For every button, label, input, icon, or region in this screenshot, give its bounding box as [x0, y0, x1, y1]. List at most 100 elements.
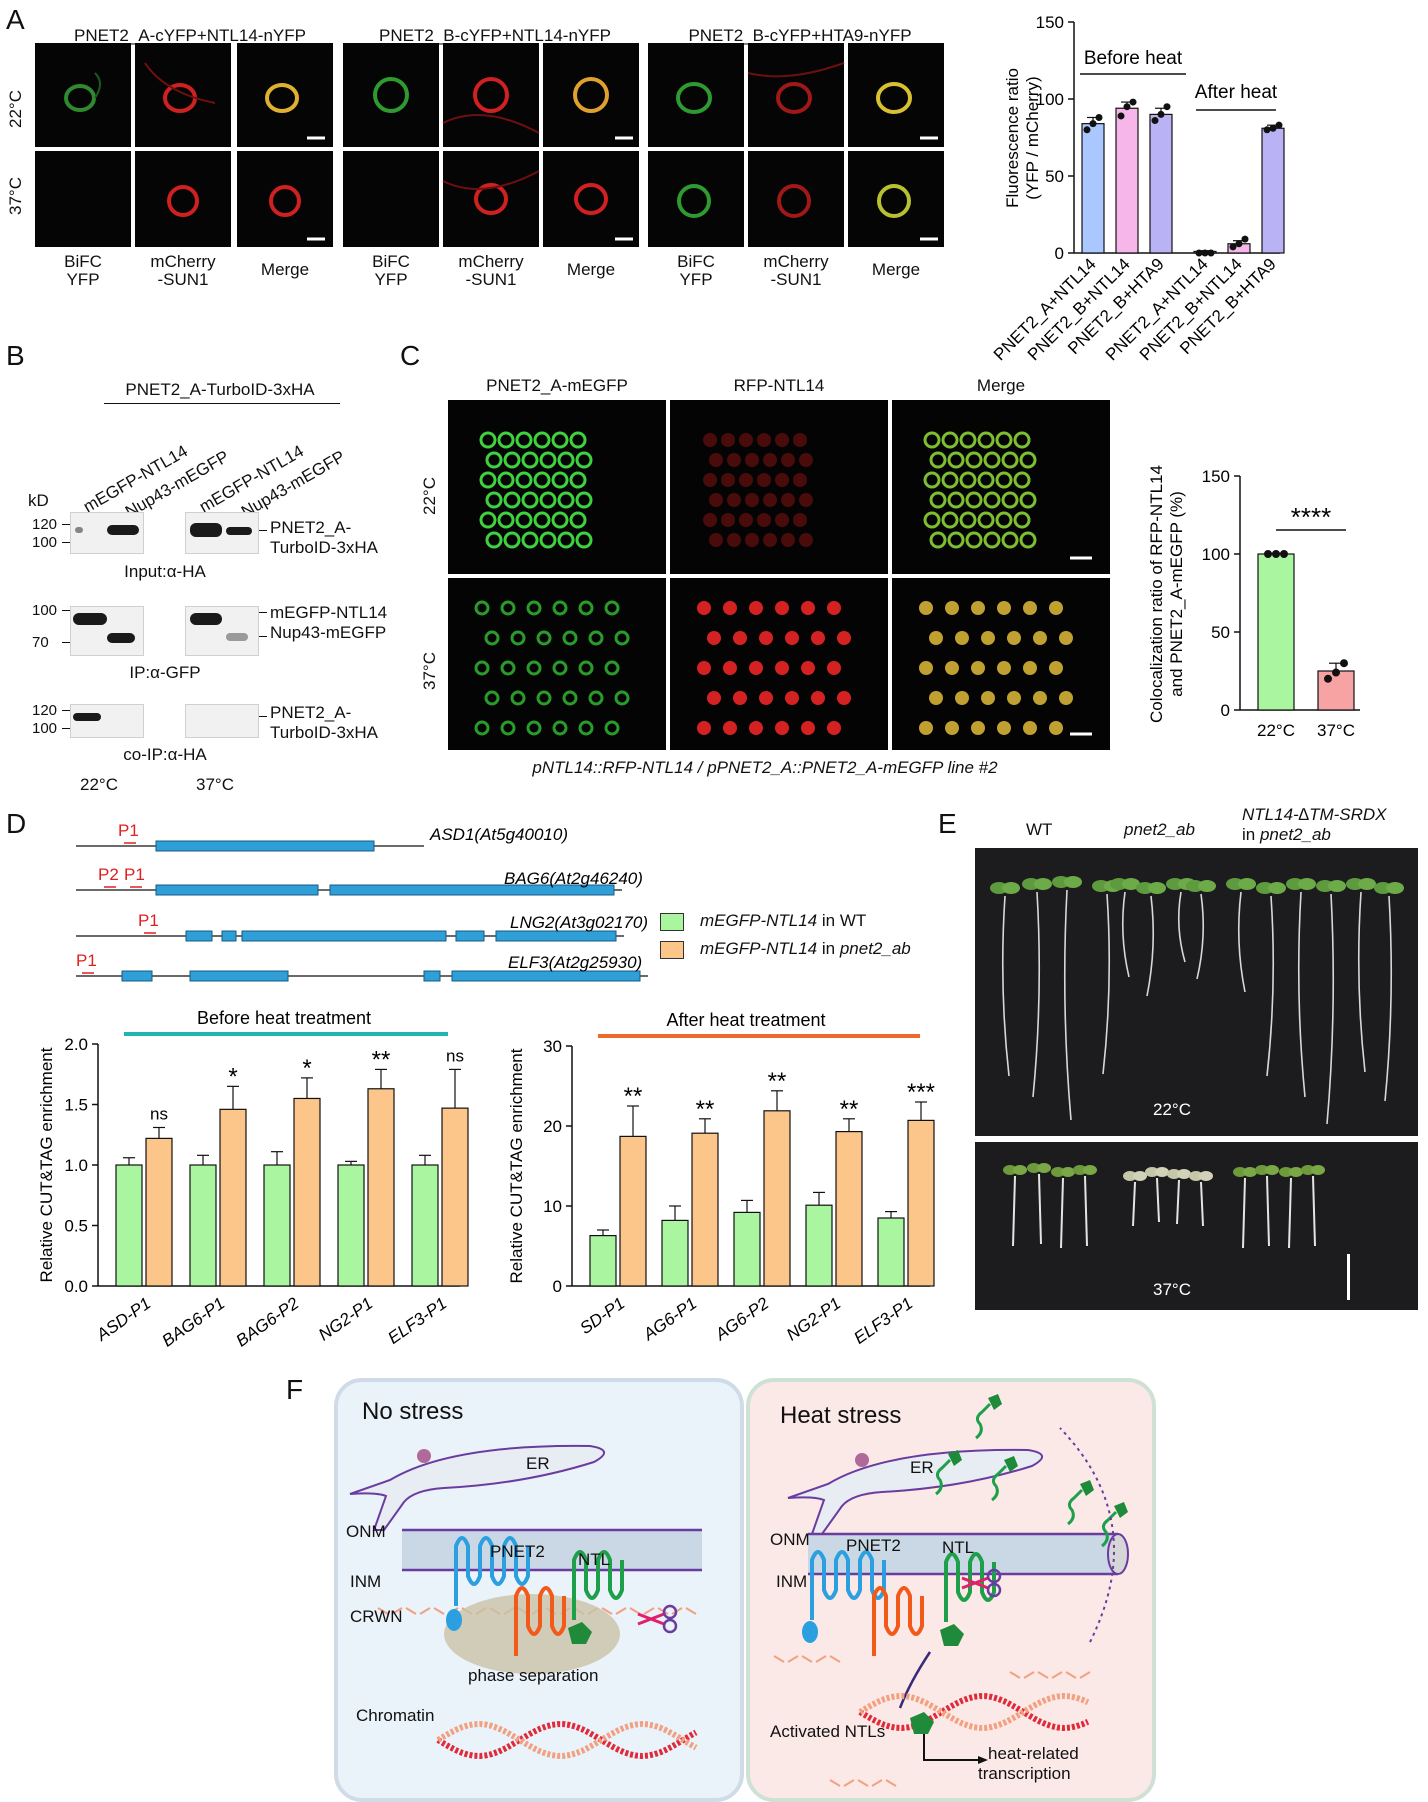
- root: [1156, 1177, 1160, 1223]
- cell: [749, 601, 763, 615]
- micro-a2-37-bifc: [343, 151, 439, 247]
- y-axis-label: Relative CUT&TAG enrichment: [507, 1048, 526, 1283]
- root: [1084, 1175, 1088, 1247]
- exon: [495, 930, 617, 942]
- root: [1060, 1177, 1064, 1249]
- cell: [745, 453, 759, 467]
- cell: [474, 720, 490, 736]
- cell: [977, 471, 995, 489]
- cell: [551, 511, 569, 529]
- root: [1312, 1175, 1316, 1247]
- data-point: [1083, 126, 1091, 134]
- cell: [775, 473, 789, 487]
- leaf: [1198, 880, 1216, 892]
- cell: [929, 691, 943, 705]
- cell: [479, 511, 497, 529]
- legend-wt-tail: in WT: [817, 911, 867, 930]
- root: [1121, 891, 1130, 978]
- cell: [578, 600, 594, 616]
- seedling-temp-37: 37°C: [1153, 1280, 1191, 1299]
- x-tick-label: NG2-P1: [783, 1294, 844, 1345]
- cell: [1023, 661, 1037, 675]
- blot1-caption: Input:α-HA: [124, 562, 206, 581]
- blot2-right-line2: Nup43-mEGFP: [270, 623, 387, 642]
- cell: [578, 720, 594, 736]
- cell: [971, 601, 985, 615]
- cell: [929, 631, 943, 645]
- cell: [721, 513, 735, 527]
- blot2-right-line1: mEGFP-NTL14: [270, 603, 388, 622]
- no-stress-title: No stress: [362, 1398, 464, 1425]
- micro-a1-22-mcherry: [135, 43, 231, 147]
- released-ntl: [1067, 1488, 1084, 1526]
- cell: [588, 690, 604, 706]
- panel-e-mut: pnet2_ab: [1124, 820, 1195, 839]
- cell: [521, 531, 539, 549]
- x-tick-label: SD-P1: [576, 1294, 628, 1338]
- released-ntl: [935, 1458, 952, 1496]
- band: [190, 613, 222, 625]
- leaf: [1255, 1165, 1269, 1175]
- cell: [703, 513, 717, 527]
- blot3-tick-120: [62, 710, 70, 711]
- y-tick-label: 20: [543, 1117, 562, 1136]
- y-tick-label: 2.0: [64, 1035, 88, 1054]
- er-shape: [787, 1448, 1043, 1535]
- cell: [562, 690, 578, 706]
- panel-e-comp-in: in: [1242, 825, 1260, 844]
- y-tick-label: 100: [1202, 545, 1230, 564]
- cell: [479, 471, 497, 489]
- crwn-fiber: [433, 1607, 445, 1615]
- root: [1102, 893, 1111, 1075]
- root: [1177, 891, 1186, 963]
- cell: [723, 601, 737, 615]
- ntl-domain: [940, 1624, 964, 1646]
- sun1-label: -SUN1: [770, 270, 822, 289]
- scissor-handle: [662, 1618, 678, 1634]
- cell: [997, 661, 1011, 675]
- blot2-caption: IP:α-GFP: [129, 663, 201, 682]
- panel-label-f: F: [286, 1374, 304, 1405]
- cell: [759, 631, 773, 645]
- y-tick-label: 0: [1055, 244, 1064, 263]
- legend-pnet2-mid: in: [817, 939, 840, 958]
- panel-c-col-2: RFP-NTL14: [733, 376, 825, 395]
- envelope-cap: [1107, 1533, 1129, 1575]
- crwn-fiber: [1051, 1671, 1063, 1679]
- blot3-caption: co-IP:α-HA: [123, 745, 207, 764]
- released-ntl: [991, 1464, 1008, 1502]
- leaf: [1301, 1165, 1315, 1175]
- no-stress-phase: phase separation: [468, 1666, 599, 1685]
- crwn-fiber: [629, 1607, 641, 1615]
- panel-a-col-mcherry-3: mCherry -SUN1: [748, 253, 844, 289]
- cell: [1059, 691, 1073, 705]
- y-tick-label: 0: [553, 1277, 562, 1296]
- root: [1384, 895, 1393, 1102]
- panel-b-temp-22: 22°C: [80, 775, 118, 794]
- cell: [781, 493, 795, 507]
- root: [1146, 895, 1155, 997]
- root: [1242, 1177, 1246, 1249]
- cell: [745, 533, 759, 547]
- cell: [739, 473, 753, 487]
- cell: [959, 431, 977, 449]
- cell: [785, 691, 799, 705]
- micro-a1-22-bifc: [35, 43, 131, 147]
- cell: [977, 511, 995, 529]
- root: [1237, 891, 1246, 993]
- cell: [727, 533, 741, 547]
- cell: [500, 660, 516, 676]
- cell: [947, 491, 965, 509]
- cell: [536, 630, 552, 646]
- no-stress-pnet2: PNET2: [490, 1542, 545, 1561]
- cell: [1007, 631, 1021, 645]
- micro-a1-37-bifc: [35, 151, 131, 247]
- blot3-right-tick: [259, 716, 267, 717]
- cell: [827, 601, 841, 615]
- cell: [484, 630, 500, 646]
- cell: [1049, 601, 1063, 615]
- leaf: [1386, 882, 1404, 894]
- released-ntl-domain: [988, 1394, 1002, 1410]
- heat-stress-activated: Activated NTLs: [770, 1722, 886, 1741]
- micro-a1-22-merge: [237, 43, 333, 147]
